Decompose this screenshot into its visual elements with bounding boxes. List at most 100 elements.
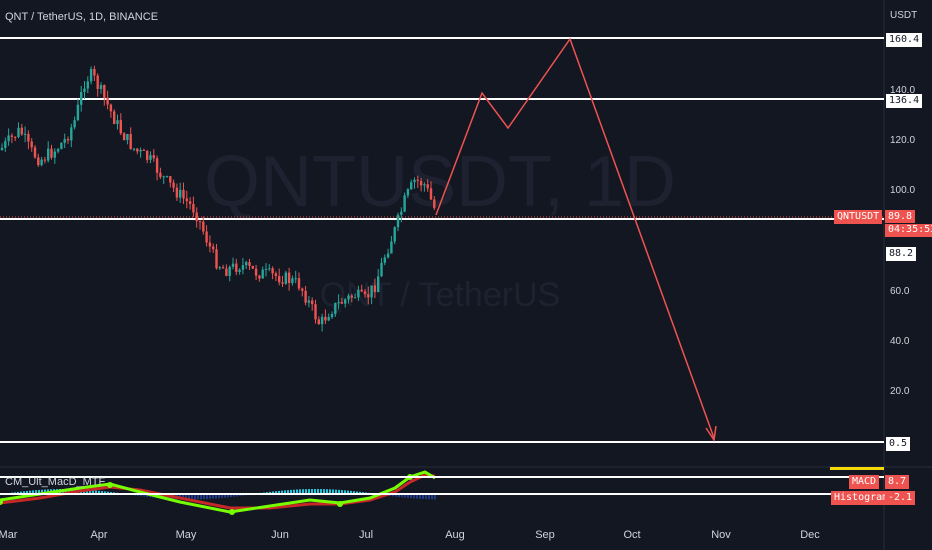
macd-histogram-bar <box>224 494 226 498</box>
macd-histogram-bar <box>347 490 349 495</box>
candle-body <box>202 221 205 232</box>
macd-histogram-bar <box>104 491 106 495</box>
macd-histogram-bar <box>182 494 184 500</box>
time-axis-label: Mar <box>0 529 18 541</box>
candle-body <box>340 302 344 304</box>
macd-signal-line <box>0 473 436 510</box>
candle-body <box>320 316 324 325</box>
macd-histogram-bar <box>425 494 427 500</box>
candle-body <box>66 139 70 141</box>
macd-histogram-bar <box>428 494 430 500</box>
projection-path[interactable] <box>435 37 715 439</box>
macd-histogram-bar <box>311 489 313 495</box>
candle-body <box>40 159 43 166</box>
candle-body <box>142 149 146 151</box>
macd-histogram-bar <box>26 490 28 495</box>
macd-histogram-bar <box>332 489 334 495</box>
candle-body <box>86 81 89 89</box>
symbol-title[interactable]: QNT / TetherUS, 1D, BINANCE <box>5 11 159 23</box>
candle-body <box>63 139 66 143</box>
candle-body <box>80 91 83 105</box>
candle-body <box>129 134 132 149</box>
macd-histogram-bar <box>290 489 292 495</box>
price-tick: 120.0 <box>890 135 916 146</box>
candle-body <box>344 299 347 304</box>
candle-body <box>383 257 386 263</box>
macd-histogram-bar <box>239 494 241 497</box>
candle-body <box>327 317 330 321</box>
candle-body <box>324 316 327 321</box>
macd-histogram-bar <box>410 494 412 499</box>
macd-histogram-bar <box>320 489 322 495</box>
candle-body <box>33 147 37 158</box>
macd-histogram-bar <box>281 490 283 495</box>
macd-histogram-bar <box>416 494 418 499</box>
candle-body <box>433 199 436 209</box>
candle-body <box>281 282 284 284</box>
candle-body <box>109 104 113 112</box>
candle-body <box>152 155 155 159</box>
macd-histogram-bar <box>83 489 85 495</box>
time-axis-label: Jun <box>271 529 289 541</box>
candle-body <box>162 176 165 178</box>
time-axis-label: Sep <box>535 529 555 541</box>
macd-histogram-bar <box>287 490 289 495</box>
candle-body <box>248 262 251 266</box>
candle-body <box>393 227 396 242</box>
candle-body <box>294 278 297 280</box>
macd-histogram-bar <box>275 491 277 495</box>
time-axis-label: Oct <box>623 529 640 541</box>
macd-histogram-bar <box>302 489 304 495</box>
candle-body <box>231 263 235 267</box>
macd-histogram-bar <box>344 490 346 495</box>
candle-body <box>113 111 116 124</box>
candle-body <box>50 148 53 158</box>
histogram-value: -2.1 <box>885 491 916 505</box>
candle-body <box>264 268 268 270</box>
candle-body <box>311 300 314 305</box>
current-price-label: 89.8 <box>885 210 916 223</box>
macd-histogram-bar <box>413 494 415 499</box>
candle-body <box>116 120 119 124</box>
candle-body <box>291 278 294 284</box>
macd-cross-dot <box>107 482 113 488</box>
candle-body <box>314 304 317 320</box>
macd-histogram-bar <box>41 489 43 495</box>
candle-body <box>317 319 320 325</box>
candle-body <box>208 242 212 247</box>
macd-histogram-bar <box>284 490 286 495</box>
time-axis-label: Jul <box>359 529 373 541</box>
macd-histogram-bar <box>335 489 337 495</box>
macd-cross-dot <box>0 499 3 505</box>
macd-cross-dot <box>337 501 343 507</box>
candle-body <box>278 276 281 283</box>
candle-body <box>185 198 188 202</box>
candle-body <box>70 127 73 141</box>
candle-body <box>53 151 56 158</box>
candle-body <box>353 297 357 299</box>
candle-body <box>225 268 228 276</box>
candle-body <box>274 273 278 277</box>
macd-histogram-bar <box>92 490 94 495</box>
candle-body <box>14 136 17 138</box>
candle-body <box>268 268 271 270</box>
candle-body <box>403 195 406 212</box>
macd-histogram-bar <box>140 494 142 497</box>
candle-body <box>212 246 215 250</box>
macd-histogram-bar <box>29 490 31 495</box>
indicator-name[interactable]: CM_Ult_MacD_MTF <box>5 476 106 488</box>
price-tick: 40.0 <box>890 336 910 347</box>
candle-body <box>258 275 261 279</box>
candle-body <box>175 187 179 198</box>
candle-body <box>307 300 311 303</box>
macd-histogram-bar <box>350 490 352 495</box>
macd-histogram-bar <box>431 494 433 500</box>
macd-histogram-bar <box>407 494 409 498</box>
macd-histogram-bar <box>230 494 232 498</box>
candle-body <box>195 212 198 222</box>
macd-histogram-bar <box>185 494 187 500</box>
candle-body <box>426 184 429 189</box>
level-label-160: 160.4 <box>885 32 924 48</box>
level-label-0-5: 0.5 <box>885 436 912 452</box>
